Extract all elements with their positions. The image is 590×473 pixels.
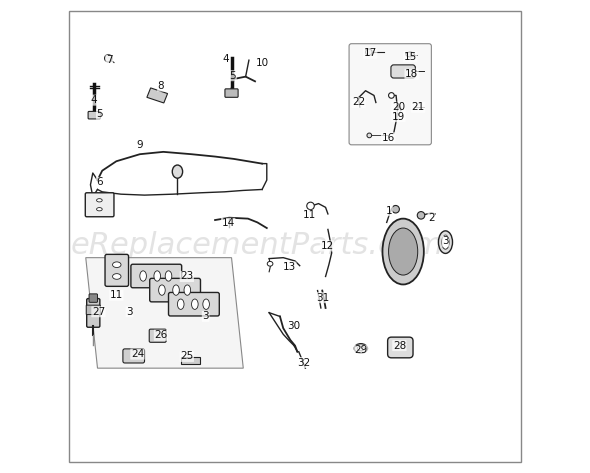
Circle shape <box>366 49 372 55</box>
Text: 4: 4 <box>222 54 229 64</box>
Ellipse shape <box>184 285 191 295</box>
Text: 28: 28 <box>393 341 406 350</box>
Text: 27: 27 <box>92 307 105 317</box>
Circle shape <box>367 133 372 138</box>
Ellipse shape <box>354 344 368 353</box>
FancyBboxPatch shape <box>149 329 166 342</box>
Text: 25: 25 <box>180 351 194 361</box>
FancyBboxPatch shape <box>123 349 145 363</box>
Text: 30: 30 <box>287 321 300 331</box>
Ellipse shape <box>97 199 102 202</box>
Text: 31: 31 <box>317 293 330 303</box>
FancyBboxPatch shape <box>87 298 100 327</box>
FancyBboxPatch shape <box>349 44 431 145</box>
Text: 5: 5 <box>97 109 103 119</box>
Text: 29: 29 <box>354 345 368 355</box>
FancyBboxPatch shape <box>105 254 129 286</box>
Text: 20: 20 <box>392 102 405 112</box>
Text: 5: 5 <box>230 70 236 81</box>
FancyBboxPatch shape <box>388 337 413 358</box>
Ellipse shape <box>154 271 160 281</box>
Text: 11: 11 <box>303 210 316 220</box>
FancyBboxPatch shape <box>131 264 182 288</box>
FancyBboxPatch shape <box>86 193 114 217</box>
FancyBboxPatch shape <box>225 89 238 97</box>
Circle shape <box>392 205 399 213</box>
Text: 21: 21 <box>412 102 425 112</box>
Ellipse shape <box>165 271 172 281</box>
Text: 26: 26 <box>155 330 168 340</box>
Text: 12: 12 <box>320 241 333 251</box>
Text: 14: 14 <box>222 219 235 228</box>
Text: 18: 18 <box>405 69 418 79</box>
FancyBboxPatch shape <box>169 292 219 316</box>
Text: 3: 3 <box>202 311 209 322</box>
Text: 32: 32 <box>297 358 310 368</box>
Polygon shape <box>86 258 243 368</box>
Ellipse shape <box>438 231 453 254</box>
Ellipse shape <box>442 235 449 249</box>
Text: 17: 17 <box>363 48 377 58</box>
Ellipse shape <box>178 299 184 309</box>
Ellipse shape <box>97 208 102 211</box>
Text: 1: 1 <box>386 206 392 216</box>
Ellipse shape <box>267 262 273 266</box>
Text: 6: 6 <box>97 177 103 187</box>
Text: 7: 7 <box>106 55 113 65</box>
Ellipse shape <box>113 274 121 279</box>
Ellipse shape <box>382 219 424 284</box>
Text: 13: 13 <box>283 262 296 272</box>
Ellipse shape <box>113 262 121 268</box>
Circle shape <box>389 93 394 98</box>
Polygon shape <box>147 88 168 103</box>
Text: 15: 15 <box>404 52 417 62</box>
Ellipse shape <box>173 285 179 295</box>
Ellipse shape <box>406 52 414 57</box>
FancyBboxPatch shape <box>150 278 201 302</box>
Text: 4: 4 <box>90 95 97 105</box>
FancyBboxPatch shape <box>391 65 415 78</box>
Ellipse shape <box>192 299 198 309</box>
Ellipse shape <box>140 271 146 281</box>
FancyBboxPatch shape <box>89 294 97 302</box>
Text: 9: 9 <box>136 140 143 150</box>
Text: 19: 19 <box>392 112 405 122</box>
Text: 10: 10 <box>255 58 268 68</box>
Circle shape <box>417 211 425 219</box>
Text: 2: 2 <box>428 213 435 223</box>
Text: 3: 3 <box>442 236 449 246</box>
Ellipse shape <box>172 165 183 178</box>
Text: 22: 22 <box>352 97 365 107</box>
Ellipse shape <box>203 299 209 309</box>
Ellipse shape <box>358 346 365 351</box>
Polygon shape <box>181 357 200 364</box>
Text: 3: 3 <box>126 307 133 317</box>
Text: 11: 11 <box>110 290 123 300</box>
Text: 8: 8 <box>158 81 164 91</box>
Text: 24: 24 <box>131 349 144 359</box>
Text: eReplacementParts.com: eReplacementParts.com <box>71 231 444 261</box>
Ellipse shape <box>389 228 418 275</box>
Text: 16: 16 <box>382 133 395 143</box>
Circle shape <box>307 202 314 210</box>
FancyBboxPatch shape <box>86 305 100 315</box>
Ellipse shape <box>159 285 165 295</box>
FancyBboxPatch shape <box>88 112 100 119</box>
Text: 23: 23 <box>180 272 194 281</box>
Circle shape <box>104 54 112 62</box>
